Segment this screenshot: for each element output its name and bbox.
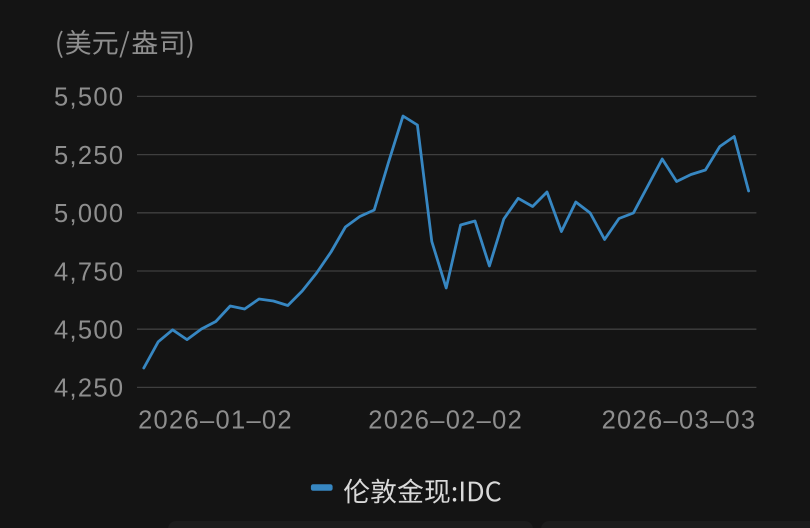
- svg-text:5,000: 5,000: [54, 200, 124, 228]
- svg-text:2026–03–03: 2026–03–03: [602, 407, 757, 435]
- svg-text:5,250: 5,250: [54, 142, 124, 170]
- svg-text:2026–01–02: 2026–01–02: [138, 407, 293, 435]
- svg-text:4,250: 4,250: [54, 375, 124, 403]
- svg-text:2026–02–02: 2026–02–02: [368, 407, 523, 435]
- svg-text:5,500: 5,500: [54, 84, 124, 112]
- svg-text:4,500: 4,500: [54, 317, 124, 345]
- svg-text:4,750: 4,750: [54, 258, 124, 286]
